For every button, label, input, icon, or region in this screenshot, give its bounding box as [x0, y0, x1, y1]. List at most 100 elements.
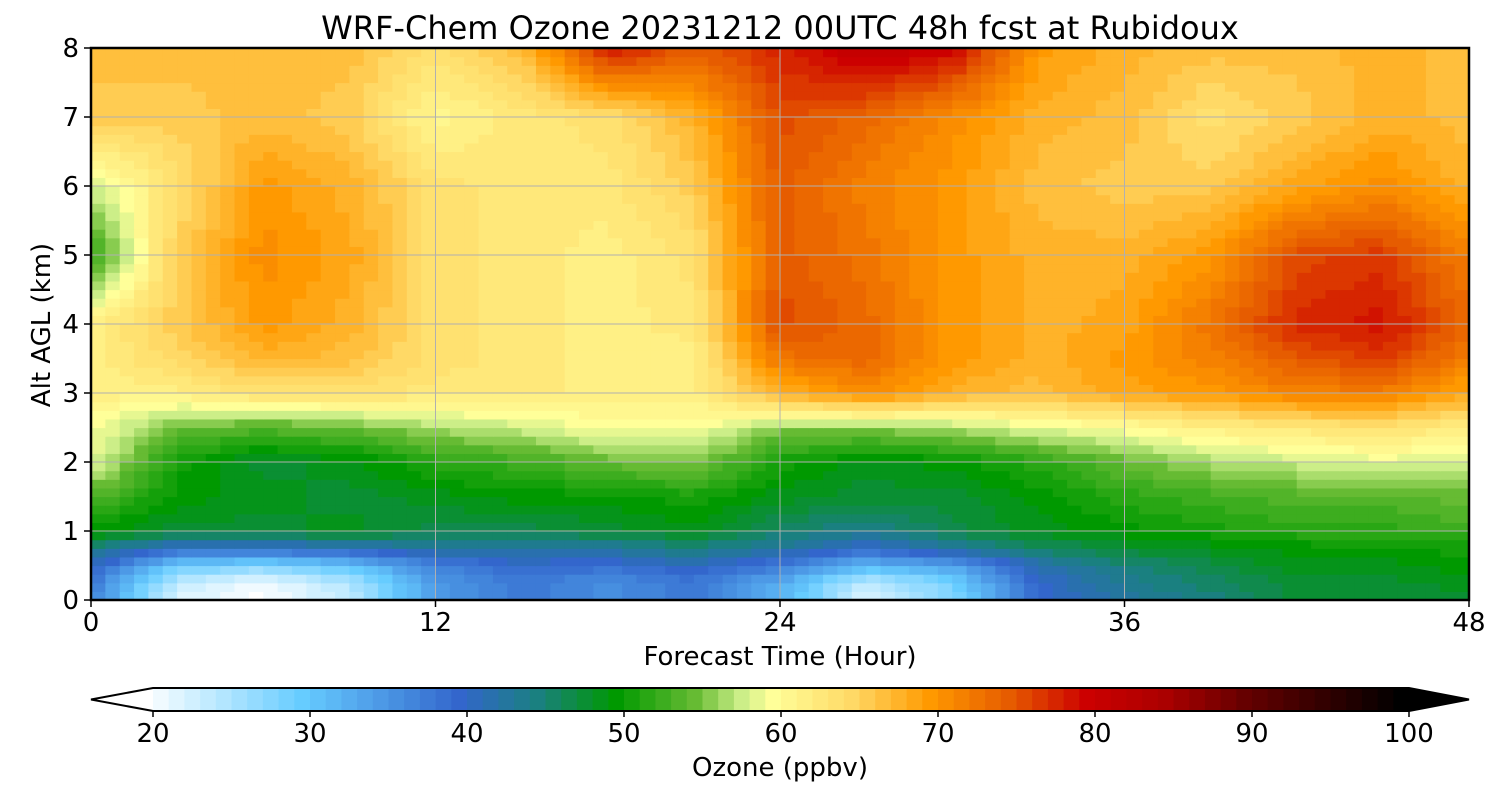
field-cell: [263, 306, 279, 316]
field-cell: [406, 436, 422, 446]
field-cell: [1081, 324, 1097, 334]
field-cell: [220, 453, 236, 463]
field-cell: [1253, 246, 1269, 256]
field-cell: [234, 384, 250, 394]
field-cell: [1124, 194, 1140, 204]
field-cell: [335, 246, 350, 256]
field-cell: [1124, 367, 1140, 377]
field-cell: [421, 462, 437, 472]
field-cell: [650, 444, 666, 454]
field-cell: [1368, 168, 1384, 178]
field-cell: [995, 539, 1011, 549]
field-cell: [880, 591, 896, 601]
field-cell: [751, 384, 767, 394]
field-cell: [952, 211, 968, 222]
field-cell: [1382, 427, 1398, 437]
field-cell: [665, 427, 681, 437]
field-cell: [406, 151, 422, 161]
field-cell: [521, 393, 537, 403]
field-cell: [579, 289, 594, 299]
field-cell: [579, 496, 594, 506]
field-cell: [1124, 384, 1140, 394]
field-cell: [1268, 410, 1283, 420]
field-cell: [1239, 367, 1255, 377]
field-cell: [191, 332, 207, 342]
field-cell: [607, 186, 623, 196]
field-cell: [406, 341, 422, 351]
field-cell: [291, 211, 307, 222]
field-cell: [392, 444, 408, 454]
field-cell: [234, 272, 250, 282]
field-cell: [234, 177, 250, 187]
field-cell: [1052, 151, 1068, 161]
field-cell: [1210, 255, 1226, 265]
field-cell: [1167, 151, 1183, 161]
field-cell: [1411, 332, 1427, 342]
field-cell: [880, 237, 896, 247]
field-cell: [1253, 332, 1269, 342]
field-cell: [363, 237, 379, 247]
field-cell: [593, 341, 609, 351]
field-cell: [1167, 496, 1183, 506]
field-cell: [1081, 358, 1097, 368]
field-cell: [1067, 582, 1083, 592]
field-cell: [1167, 186, 1183, 196]
field-cell: [679, 298, 695, 308]
field-cell: [421, 229, 437, 239]
field-cell: [1454, 211, 1470, 222]
field-cell: [837, 194, 853, 204]
field-cell: [937, 315, 953, 325]
field-cell: [650, 470, 666, 480]
field-cell: [378, 280, 394, 291]
field-cell: [952, 393, 968, 403]
field-cell: [478, 263, 494, 273]
field-cell: [291, 332, 307, 342]
field-cell: [320, 358, 336, 368]
field-cell: [1124, 237, 1140, 247]
field-cell: [392, 263, 408, 273]
field-cell: [1397, 211, 1413, 222]
field-cell: [937, 505, 953, 515]
field-cell: [1009, 505, 1025, 515]
field-cell: [880, 401, 896, 411]
field-cell: [191, 462, 207, 472]
field-cell: [435, 203, 451, 213]
field-cell: [148, 315, 164, 325]
field-cell: [191, 479, 207, 489]
field-cell: [1153, 522, 1169, 532]
field-cell: [492, 237, 508, 247]
field-cell: [866, 427, 882, 437]
field-cell: [1138, 358, 1154, 368]
field-cell: [1052, 556, 1068, 567]
field-cell: [1138, 298, 1154, 308]
field-cell: [693, 565, 709, 575]
field-cell: [1368, 315, 1384, 325]
field-cell: [492, 358, 508, 368]
field-cell: [521, 160, 537, 170]
field-cell: [622, 160, 638, 170]
field-cell: [765, 237, 781, 247]
field-cell: [1210, 263, 1226, 273]
field-cell: [1282, 401, 1298, 411]
field-cell: [665, 410, 681, 420]
field-cell: [248, 229, 264, 239]
field-cell: [263, 574, 279, 584]
field-cell: [1268, 513, 1283, 523]
field-cell: [464, 591, 480, 601]
field-cell: [980, 470, 996, 480]
field-cell: [478, 453, 494, 463]
field-cell: [1268, 332, 1283, 342]
field-cell: [478, 160, 494, 170]
field-cell: [421, 487, 437, 498]
field-cell: [808, 229, 824, 239]
field-cell: [995, 332, 1011, 342]
field-cell: [636, 160, 652, 170]
field-cell: [134, 556, 150, 567]
field-cell: [693, 505, 709, 515]
field-cell: [1167, 453, 1183, 463]
field-cell: [708, 306, 724, 316]
field-cell: [320, 574, 336, 584]
field-cell: [205, 427, 221, 437]
field-cell: [607, 444, 623, 454]
field-cell: [205, 565, 221, 575]
